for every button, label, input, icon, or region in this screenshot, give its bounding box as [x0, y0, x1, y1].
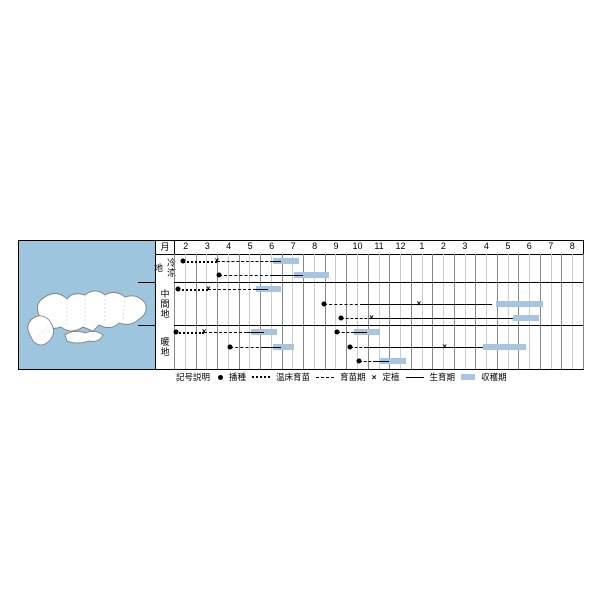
region-label: 暖地	[156, 325, 175, 368]
month-tick: 4	[484, 241, 489, 251]
legend-x-icon: ×	[372, 372, 377, 382]
month-tick: 2	[441, 241, 446, 251]
phase-dash	[217, 261, 273, 262]
region-label: 中間地	[156, 282, 175, 325]
sowing-dot	[174, 330, 179, 335]
month-header: 月 2345678910111212345678	[156, 241, 583, 255]
phase-dash	[208, 289, 255, 290]
phase-solid	[256, 289, 269, 290]
phase-solid	[264, 347, 281, 348]
month-tick: 7	[291, 241, 296, 251]
month-tick: 8	[570, 241, 575, 251]
month-tick: 5	[248, 241, 253, 251]
phase-dash	[230, 347, 264, 348]
legend-title: 記号説明	[176, 371, 210, 383]
sowing-dot	[217, 273, 222, 278]
month-tick: 4	[226, 241, 231, 251]
month-tick: 1	[419, 241, 424, 251]
japan-map	[19, 241, 156, 369]
transplant-x: ×	[206, 284, 211, 293]
legend-solid-icon	[406, 377, 424, 378]
month-label: 月	[156, 241, 175, 254]
phase-dash	[324, 304, 363, 305]
legend: 記号説明 播種 温床育苗 育苗期 × 定植 生育期 収穫期	[176, 371, 507, 383]
transplant-x: ×	[369, 313, 374, 322]
sowing-dot	[348, 344, 353, 349]
legend-label: 温床育苗	[276, 371, 310, 383]
harvest-bar	[513, 315, 539, 321]
transplant-x: ×	[202, 327, 207, 336]
legend-label: 播種	[229, 371, 246, 383]
month-tick: 12	[395, 241, 405, 251]
legend-label: 定植	[383, 371, 400, 383]
month-tick: 7	[548, 241, 553, 251]
sowing-dot	[180, 259, 185, 264]
month-tick: 9	[334, 241, 339, 251]
phase-solid	[367, 347, 483, 348]
legend-dot-icon	[218, 375, 223, 380]
legend-thick-icon	[252, 376, 270, 378]
sowing-dot	[322, 301, 327, 306]
phase-dash	[337, 332, 354, 333]
month-tick: 5	[505, 241, 510, 251]
phase-solid	[363, 304, 492, 305]
sowing-dot	[339, 315, 344, 320]
legend-bar-icon	[461, 374, 475, 380]
phase-solid	[273, 275, 303, 276]
phase-thick	[183, 261, 217, 263]
transplant-x: ×	[442, 342, 447, 351]
month-tick: 11	[374, 241, 383, 251]
legend-label: 育苗期	[340, 371, 366, 383]
harvest-bar	[483, 344, 526, 350]
phase-solid	[376, 361, 389, 362]
phase-dash	[219, 275, 273, 276]
phase-dash	[359, 361, 376, 362]
month-tick: 3	[205, 241, 210, 251]
phase-dash	[204, 332, 247, 333]
phase-solid	[354, 332, 367, 333]
planting-calendar: 月 2345678910111212345678 冷涼地中間地暖地 ××××××	[156, 241, 583, 369]
sowing-dot	[176, 287, 181, 292]
calendar-panel: 月 2345678910111212345678 冷涼地中間地暖地 ××××××	[18, 240, 584, 370]
legend-label: 収穫期	[481, 371, 507, 383]
month-tick: 2	[183, 241, 188, 251]
phase-solid	[247, 332, 264, 333]
region-label: 冷涼地	[156, 254, 175, 282]
month-tick: 3	[462, 241, 467, 251]
legend-dash-icon	[316, 377, 334, 378]
month-tick: 6	[269, 241, 274, 251]
sowing-dot	[227, 344, 232, 349]
month-tick: 8	[312, 241, 317, 251]
phase-dash	[350, 347, 367, 348]
sowing-dot	[356, 358, 361, 363]
harvest-bar	[496, 301, 543, 307]
legend-label: 生育期	[430, 371, 456, 383]
month-tick: 10	[353, 241, 363, 251]
phase-dash	[341, 318, 371, 319]
month-tick: 6	[527, 241, 532, 251]
phase-thick	[176, 332, 204, 334]
phase-solid	[372, 318, 514, 319]
transplant-x: ×	[416, 299, 421, 308]
transplant-x: ×	[215, 256, 220, 265]
sowing-dot	[335, 330, 340, 335]
phase-thick	[178, 289, 208, 291]
phase-solid	[273, 261, 282, 262]
